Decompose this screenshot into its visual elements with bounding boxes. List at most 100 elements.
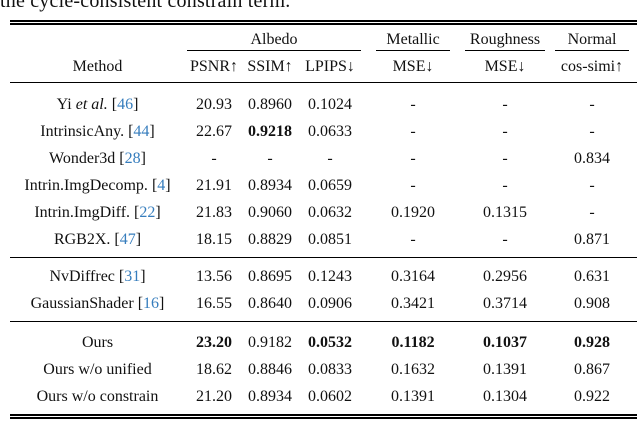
- metric-header-psnr: PSNR↑: [185, 51, 243, 83]
- table-row: Ours w/o unified 18.62 0.8846 0.0833 0.1632 0…: [10, 356, 637, 383]
- metric-header-row: Method PSNR↑ SSIM↑ LPIPS↓ MSE↓ MSE↓ cos-…: [10, 51, 638, 83]
- value-cell: 21.20: [196, 387, 232, 405]
- group-divider-cell: [10, 253, 638, 263]
- value-cell: 0.1920: [391, 203, 436, 221]
- value-cell: 0.867: [574, 360, 611, 378]
- method-cell: Ours: [81, 333, 114, 351]
- value-cell: 0.8960: [248, 95, 292, 113]
- method-cell: IntrinsicAny. [44]: [40, 122, 155, 140]
- value-cell: 0.8846: [248, 360, 292, 378]
- value-cell: 0.0602: [308, 387, 352, 405]
- value-cell: 0.3164: [391, 267, 436, 285]
- value-cell: -: [502, 230, 508, 248]
- value-cell: 0.8829: [248, 230, 292, 248]
- method-cell: GaussianShader [16]: [30, 294, 165, 312]
- value-cell: 0.1391: [483, 360, 528, 378]
- value-cell: 18.15: [196, 230, 232, 248]
- group-divider-cell: [10, 317, 638, 329]
- method-cell: RGB2X. [47]: [53, 230, 142, 248]
- value-cell: 0.834: [574, 149, 611, 167]
- citation-link[interactable]: 16: [143, 294, 160, 312]
- value-cell: 0.9060: [248, 203, 292, 221]
- value-cell: -: [410, 122, 416, 140]
- value-cell: 0.2956: [483, 267, 528, 285]
- citation-link[interactable]: 31: [124, 267, 141, 285]
- table-row: Intrin.ImgDecomp. [4] 21.91 0.8934 0.0659 - -…: [10, 172, 637, 199]
- value-cell: -: [502, 95, 508, 113]
- citation-link[interactable]: 47: [119, 230, 136, 248]
- metric-header-lpips: LPIPS↓: [297, 51, 364, 83]
- method-cell: NvDiffrec [31]: [49, 267, 146, 285]
- table-row: RGB2X. [47] 18.15 0.8829 0.0851 - - 0.871: [10, 226, 637, 253]
- col-group-normal-label: Normal: [555, 31, 630, 51]
- value-cell: -: [502, 149, 508, 167]
- value-cell: -: [267, 149, 273, 167]
- table-row: NvDiffrec [31] 13.56 0.8695 0.1243 0.3164 0.2…: [10, 263, 637, 290]
- value-cell: -: [410, 230, 416, 248]
- table-row: Intrin.ImgDiff. [22] 21.83 0.9060 0.0632 0.1…: [10, 199, 637, 226]
- value-cell: 21.83: [196, 203, 232, 221]
- value-cell: 0.922: [574, 387, 611, 405]
- method-etal-italic: et al.: [75, 95, 108, 113]
- col-group-normal: Normal: [547, 23, 637, 51]
- method-col-spacer: [10, 23, 185, 52]
- value-cell: 0.3421: [391, 294, 436, 312]
- value-cell: 0.871: [574, 230, 611, 248]
- value-cell: -: [589, 95, 595, 113]
- table-row: GaussianShader [16] 16.55 0.8640 0.0906 0.34…: [10, 290, 637, 317]
- value-cell: 0.0833: [308, 360, 352, 378]
- value-cell: 18.62: [196, 360, 232, 378]
- metric-header-cos-simi: cos-simi↑: [547, 51, 638, 83]
- citation-link[interactable]: 28: [124, 149, 141, 167]
- value-cell: -: [589, 203, 595, 221]
- value-cell: 0.3714: [483, 294, 528, 312]
- value-cell: -: [327, 149, 333, 167]
- citation-link[interactable]: 4: [157, 176, 166, 194]
- method-cell: Ours w/o unified: [43, 360, 152, 378]
- body-text-line: the cycle-consistent constrain term.: [0, 0, 640, 14]
- table-row: Wonder3d [28] - - - - - 0.834: [10, 145, 637, 172]
- citation-link[interactable]: 22: [139, 203, 156, 221]
- metric-header-roughness-mse: MSE↓: [463, 51, 548, 83]
- value-cell: 0.0633: [308, 122, 352, 140]
- citation-link[interactable]: 46: [117, 95, 134, 113]
- value-cell: 0.1182: [391, 333, 435, 351]
- value-cell: -: [410, 149, 416, 167]
- col-group-albedo: Albedo: [185, 23, 363, 51]
- value-cell: -: [410, 95, 416, 113]
- col-group-roughness-label: Roughness: [465, 31, 546, 51]
- value-cell: 21.91: [196, 176, 232, 194]
- table-row: Yi et al. [46] 20.93 0.8960 0.1024 - - -: [10, 83, 637, 119]
- value-cell: -: [589, 122, 595, 140]
- value-cell: 0.9182: [248, 333, 292, 351]
- value-cell: 0.928: [574, 333, 611, 351]
- value-cell: -: [211, 149, 217, 167]
- caption-text: the cycle-consistent constrain term.: [0, 0, 291, 12]
- value-cell: 0.0851: [308, 230, 352, 248]
- method-cell: Ours w/o constrain: [36, 387, 159, 405]
- value-cell: 23.20: [196, 333, 232, 351]
- value-cell: 16.55: [196, 294, 232, 312]
- group-header-row: Albedo Metallic Roughness Normal: [10, 23, 637, 52]
- value-cell: 0.0632: [308, 203, 352, 221]
- value-cell: -: [502, 176, 508, 194]
- results-table: Albedo Metallic Roughness Normal Method …: [10, 20, 638, 419]
- value-cell: 20.93: [196, 95, 232, 113]
- metric-header-ssim: SSIM↑: [243, 51, 297, 83]
- value-cell: 0.1243: [308, 267, 352, 285]
- value-cell: 0.0906: [308, 294, 352, 312]
- col-group-albedo-label: Albedo: [187, 31, 362, 51]
- value-cell: 0.8695: [248, 267, 292, 285]
- value-cell: 0.0659: [308, 176, 352, 194]
- value-cell: 0.8640: [248, 294, 292, 312]
- value-cell: 0.8934: [248, 176, 292, 194]
- table-row: Ours 23.20 0.9182 0.0532 0.1182 0.1037 0.928: [10, 329, 637, 356]
- value-cell: 13.56: [196, 267, 232, 285]
- method-cell: Intrin.ImgDecomp. [4]: [24, 176, 171, 194]
- method-header: Method: [10, 51, 185, 83]
- value-cell: 0.908: [574, 294, 611, 312]
- citation-link[interactable]: 44: [133, 122, 150, 140]
- method-cell: Wonder3d [28]: [49, 149, 146, 167]
- table-row: IntrinsicAny. [44] 22.67 0.9218 0.0633 - - -: [10, 118, 637, 145]
